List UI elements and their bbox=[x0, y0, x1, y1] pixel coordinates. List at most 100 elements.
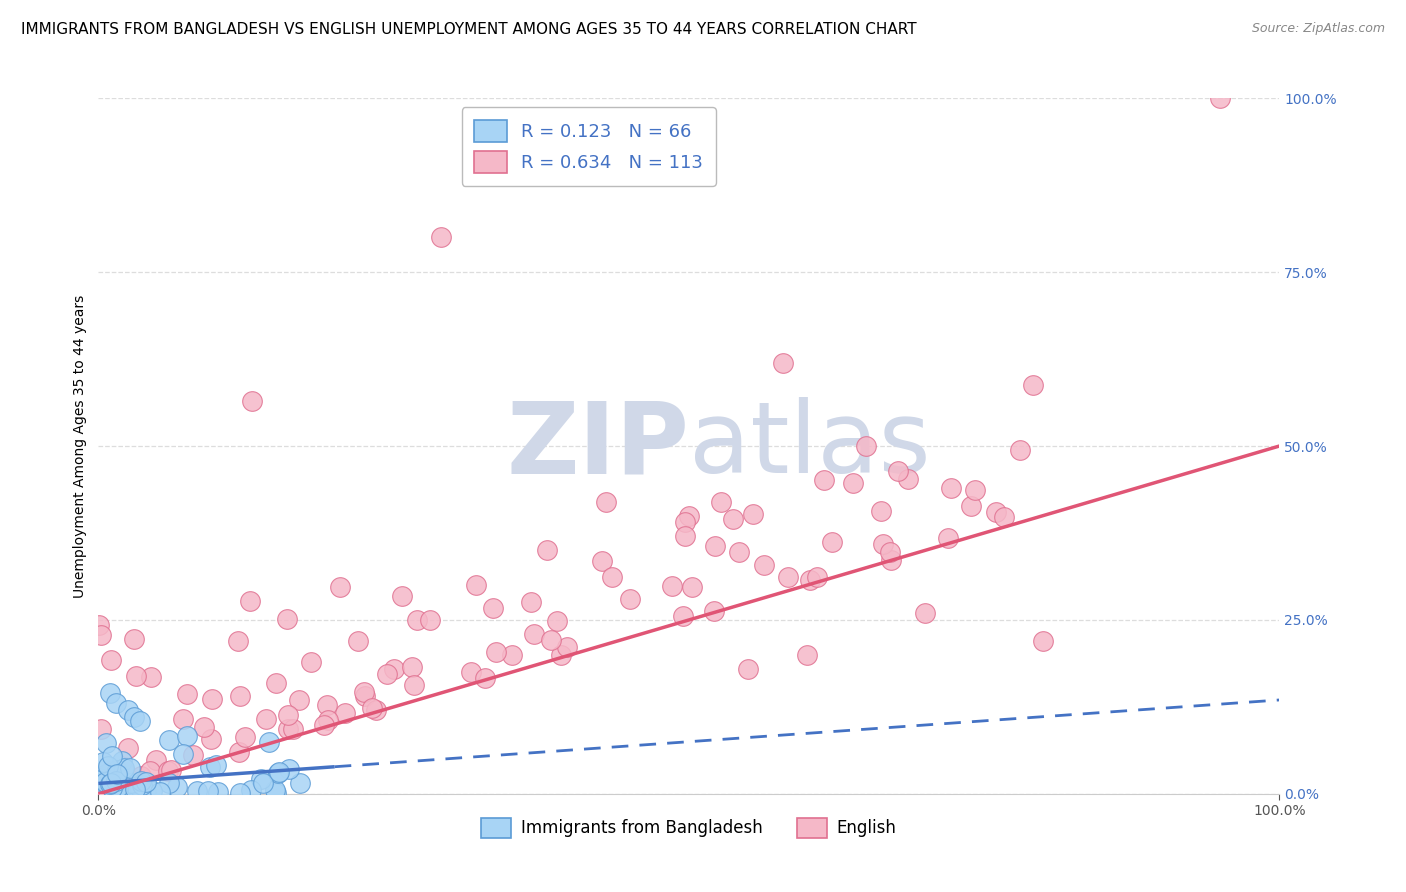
Point bbox=[125, 668, 148, 682]
Point bbox=[872, 537, 894, 551]
Point bbox=[675, 528, 697, 542]
Point bbox=[737, 662, 759, 676]
Point bbox=[239, 783, 262, 797]
Point bbox=[105, 697, 128, 711]
Point bbox=[172, 747, 194, 762]
Point bbox=[176, 688, 198, 702]
Point bbox=[550, 648, 572, 662]
Point bbox=[240, 393, 263, 408]
Point bbox=[98, 686, 121, 700]
Point bbox=[141, 783, 163, 797]
Point bbox=[149, 785, 172, 799]
Point bbox=[481, 600, 503, 615]
Point bbox=[315, 698, 337, 712]
Point bbox=[880, 553, 903, 567]
Point bbox=[101, 765, 124, 780]
Text: ZIP: ZIP bbox=[506, 398, 689, 494]
Point bbox=[239, 593, 262, 607]
Point bbox=[474, 671, 496, 685]
Point bbox=[229, 786, 252, 800]
Point bbox=[335, 706, 357, 720]
Point bbox=[107, 784, 129, 798]
Point bbox=[120, 776, 142, 790]
Point bbox=[94, 736, 117, 750]
Point bbox=[129, 769, 152, 783]
Point bbox=[201, 691, 224, 706]
Point bbox=[960, 499, 983, 513]
Point bbox=[97, 774, 120, 789]
Point bbox=[135, 785, 157, 799]
Text: atlas: atlas bbox=[689, 398, 931, 494]
Point bbox=[402, 678, 425, 692]
Point bbox=[595, 494, 617, 508]
Point bbox=[101, 780, 124, 794]
Point bbox=[984, 505, 1007, 519]
Point bbox=[772, 355, 794, 369]
Point bbox=[138, 764, 160, 778]
Point bbox=[430, 230, 453, 244]
Point bbox=[90, 769, 112, 783]
Point bbox=[229, 690, 252, 704]
Point bbox=[681, 580, 703, 594]
Point bbox=[105, 786, 128, 800]
Point bbox=[316, 713, 339, 727]
Point bbox=[806, 570, 828, 584]
Point bbox=[419, 613, 441, 627]
Point bbox=[98, 776, 121, 790]
Point bbox=[226, 633, 249, 648]
Point bbox=[128, 714, 150, 728]
Point bbox=[131, 778, 153, 792]
Point bbox=[1032, 633, 1054, 648]
Point bbox=[122, 710, 145, 724]
Point bbox=[94, 780, 117, 794]
Point bbox=[600, 570, 623, 584]
Point bbox=[704, 540, 727, 554]
Point bbox=[723, 512, 745, 526]
Point bbox=[678, 508, 700, 523]
Text: Source: ZipAtlas.com: Source: ZipAtlas.com bbox=[1251, 22, 1385, 36]
Point bbox=[752, 558, 775, 573]
Point bbox=[661, 579, 683, 593]
Point bbox=[114, 782, 136, 797]
Point bbox=[278, 762, 301, 776]
Point bbox=[855, 439, 877, 453]
Point bbox=[277, 708, 299, 723]
Point bbox=[101, 780, 124, 795]
Point bbox=[842, 475, 865, 490]
Point bbox=[228, 745, 250, 759]
Point bbox=[235, 731, 257, 745]
Point bbox=[264, 675, 287, 690]
Point bbox=[778, 570, 800, 584]
Point bbox=[159, 763, 181, 777]
Point bbox=[100, 776, 122, 790]
Point bbox=[89, 774, 111, 789]
Point bbox=[108, 777, 131, 791]
Point bbox=[135, 775, 157, 789]
Point bbox=[329, 580, 352, 594]
Point bbox=[897, 472, 920, 486]
Point bbox=[391, 589, 413, 603]
Point bbox=[993, 509, 1015, 524]
Point bbox=[742, 507, 765, 521]
Point bbox=[591, 554, 613, 568]
Point bbox=[90, 628, 112, 642]
Point bbox=[89, 618, 111, 632]
Point bbox=[157, 776, 180, 790]
Point bbox=[799, 573, 821, 587]
Point bbox=[1008, 442, 1031, 457]
Point bbox=[375, 667, 398, 681]
Point bbox=[546, 614, 568, 628]
Point bbox=[1209, 91, 1232, 105]
Point bbox=[914, 606, 936, 620]
Point bbox=[460, 665, 482, 680]
Point bbox=[312, 718, 335, 732]
Point bbox=[129, 773, 152, 788]
Point bbox=[110, 777, 132, 791]
Point bbox=[619, 592, 641, 607]
Point bbox=[112, 761, 135, 775]
Point bbox=[672, 609, 695, 624]
Point bbox=[360, 700, 382, 714]
Point bbox=[1022, 378, 1045, 392]
Point bbox=[264, 786, 287, 800]
Point bbox=[288, 693, 311, 707]
